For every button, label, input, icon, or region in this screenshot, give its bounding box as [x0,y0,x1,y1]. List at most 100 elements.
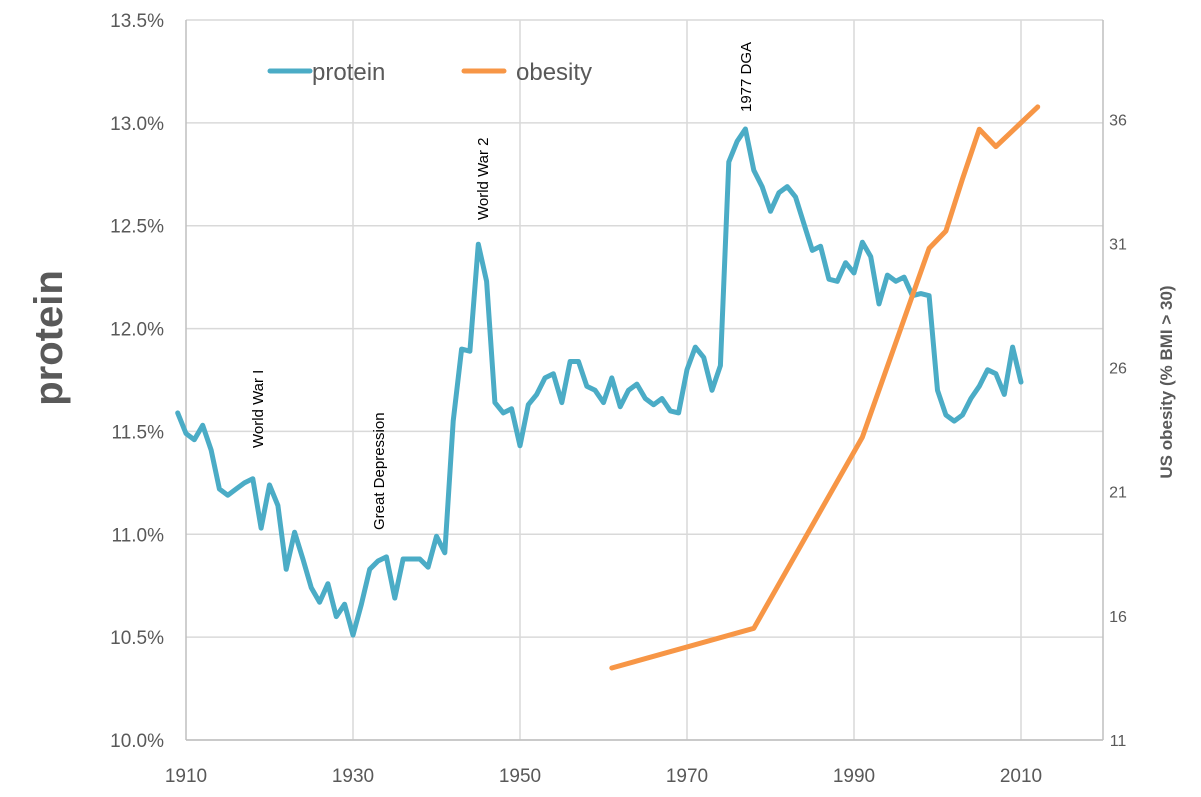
protein-point [360,603,363,605]
series [175,104,1041,671]
y-tick-label-right: 36 [1109,112,1127,129]
axes [185,20,1104,741]
y-tick-label-right: 31 [1109,236,1127,253]
protein-point [410,558,413,560]
protein-point [652,403,655,406]
obesity-line [609,104,1041,671]
protein-point [452,420,455,422]
protein-point [252,477,254,480]
protein-point [527,403,530,406]
protein-point [394,597,396,599]
protein-point [227,494,229,497]
protein-point [811,249,814,252]
protein-point [327,582,329,585]
annotations: World War I Great Depression World War 2 19… [250,42,755,530]
protein-point [352,634,354,636]
protein-point [903,276,905,278]
protein-point [343,603,346,605]
protein-point [193,438,196,441]
protein-point [243,482,246,484]
protein-point [920,292,922,295]
protein-point [744,128,747,130]
protein-point [427,566,429,568]
protein-point [945,414,947,416]
protein-point [794,196,797,198]
protein-point [619,405,621,408]
tick-labels: 10.0% 10.5% 11.0% 11.5% 12.0% 12.5% 13.0% 13.5%… [110,11,1127,787]
protein-point [719,364,722,367]
y-tick-label-left: 12.5% [110,217,164,238]
annotation-label: World War I [250,370,267,448]
protein-point [268,484,271,486]
obesity-point [928,247,930,250]
protein-point [277,504,279,507]
protein-point [611,377,613,379]
protein-line [175,126,1024,638]
x-tick-label: 2010 [1000,766,1042,787]
legend: protein obesity [267,59,592,86]
x-tick-label: 1930 [332,766,374,787]
protein-point [728,161,730,163]
protein-point [986,368,989,371]
y-axis-title-right: US obesity (% BMI > 30) [1157,285,1176,478]
protein-point [961,414,964,416]
protein-point [844,261,847,264]
protein-point [928,294,930,297]
protein-point [669,410,672,412]
protein-point [577,360,580,363]
protein-point [869,255,872,258]
x-tick-label: 1950 [499,766,541,787]
y-tick-label-right: 16 [1109,609,1127,626]
protein-point [435,535,438,538]
protein-point [494,401,496,404]
protein-point [819,245,822,248]
x-tick-label: 1990 [833,766,875,787]
protein-point [778,192,780,194]
protein-point [736,140,738,143]
protein-point [502,412,505,414]
y-tick-label-left: 13.0% [110,114,164,135]
y-axis-title-left: protein [27,270,71,406]
protein-point [895,280,897,283]
y-tick-label-left: 10.5% [110,628,164,649]
protein-point [569,360,571,363]
protein-point [485,280,488,283]
protein-point [861,241,864,243]
protein-point [753,169,755,171]
y-tick-label-right: 11 [1110,733,1127,750]
protein-point [786,185,788,188]
y-tick-label-right: 21 [1109,485,1127,502]
protein-point [761,185,763,188]
grid [186,19,1103,741]
protein-point [210,449,212,451]
protein-point [803,222,805,225]
protein-point [828,278,830,281]
protein-point [185,432,187,435]
protein-point [602,401,605,404]
obesity-point [978,128,981,130]
obesity-point [861,436,864,438]
protein-point [285,568,288,571]
y-tick-label-left: 11.5% [112,422,165,443]
protein-point [561,401,563,404]
y-tick-label-left: 13.5% [110,11,164,32]
protein-point [936,389,939,392]
protein-point [694,346,697,348]
obesity-point [753,627,755,630]
annotation-label: World War 2 [475,137,492,220]
protein-point [235,488,237,490]
protein-point [335,615,338,618]
protein-point [1003,393,1006,396]
protein-point [677,412,680,414]
obesity-point [961,178,964,180]
protein-point [769,210,772,213]
protein-point [853,272,855,274]
protein-point [836,280,839,283]
protein-point [201,424,204,427]
protein-point [1020,381,1022,383]
protein-point [1011,346,1014,348]
y-tick-label-right: 26 [1109,361,1127,378]
x-tick-label: 1970 [666,766,708,787]
protein-point [711,389,713,392]
protein-point [402,558,404,560]
